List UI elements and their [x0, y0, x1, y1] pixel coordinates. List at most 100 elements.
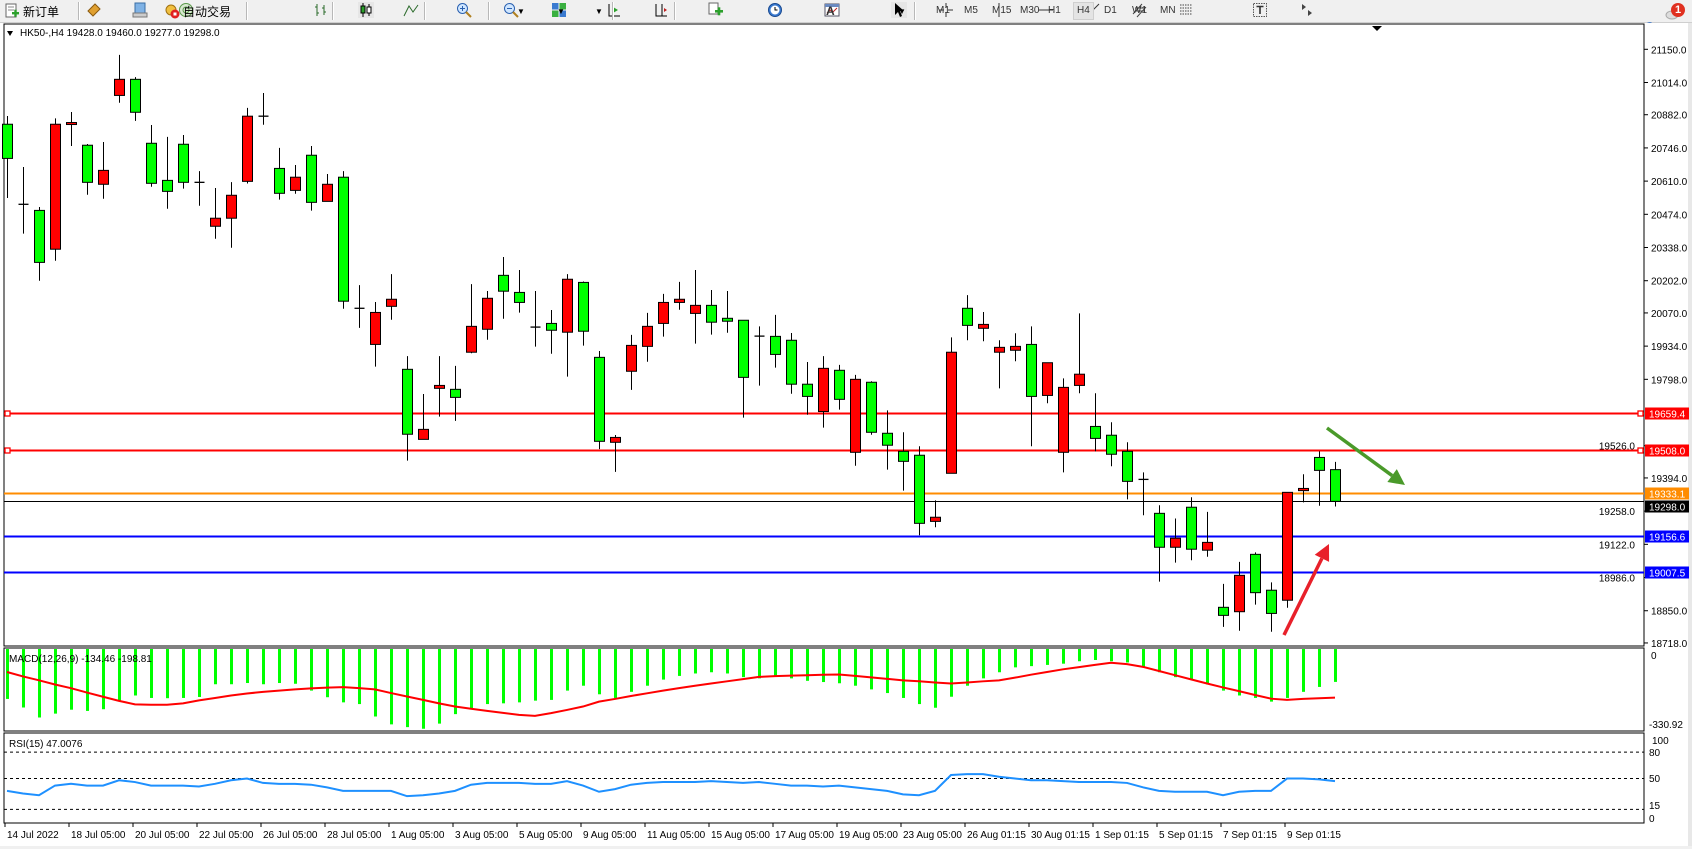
chart-shift-icon[interactable] [653, 2, 669, 18]
price-tick-label: 19798.0 [1651, 375, 1688, 386]
navigator-icon[interactable] [132, 2, 148, 18]
vertical-line-icon[interactable] [991, 2, 1007, 18]
candle-body [178, 143, 189, 183]
price-line-label-bg [1645, 530, 1689, 543]
periods-icon[interactable] [767, 2, 783, 18]
candle-body [770, 335, 781, 355]
macd-pane[interactable] [3, 647, 1645, 732]
horizontal-line-icon[interactable] [1038, 2, 1054, 18]
candle-body [802, 383, 813, 397]
candle [994, 340, 1005, 389]
notifications-button[interactable]: 1 [1664, 2, 1685, 20]
candle [434, 356, 445, 417]
timeframe-w1[interactable]: W1 [1132, 5, 1147, 16]
candle-body [290, 176, 301, 191]
bar-chart-icon[interactable] [313, 2, 329, 18]
line-handle-right[interactable] [1637, 410, 1644, 417]
candle-body [850, 378, 861, 453]
indicators-dropdown-icon[interactable]: ▼ [517, 6, 525, 16]
timeframe-d1[interactable]: D1 [1104, 5, 1117, 16]
main-chart-pane[interactable] [3, 23, 1645, 647]
text-icon[interactable]: A [826, 4, 835, 18]
candle-body [1218, 606, 1229, 616]
candle-body [674, 298, 685, 303]
chart-shift-marker-icon[interactable] [1372, 26, 1382, 31]
candle-body [786, 339, 797, 385]
line-handle-left[interactable] [4, 410, 11, 417]
candle-body [882, 432, 893, 446]
rsi-pane[interactable] [3, 732, 1645, 824]
timeframe-m15[interactable]: M15 [992, 5, 1012, 16]
candle-body [1298, 487, 1309, 492]
candle-body [434, 384, 445, 389]
text-label-icon[interactable] [1252, 2, 1268, 18]
timeframe-m1[interactable]: M1 [936, 5, 950, 16]
candle [178, 134, 189, 189]
arrow-down[interactable] [1325, 426, 1405, 485]
chart-canvas[interactable]: 21150.0 21014.0 20882.0 20746.0 20610.0 20474… [0, 23, 1692, 846]
candle-body [1170, 537, 1181, 548]
time-tick-label: 5 Aug 05:00 [519, 830, 573, 841]
candle [1202, 511, 1213, 557]
candle [18, 166, 29, 234]
candle [1234, 561, 1245, 631]
templates-icon[interactable] [824, 2, 840, 18]
time-tick-label: 9 Sep 01:15 [1287, 830, 1341, 841]
timeframe-m5[interactable]: M5 [964, 5, 978, 16]
chart-window[interactable]: 21150.0 21014.0 20882.0 20746.0 20610.0 20474… [0, 23, 1692, 846]
candle [562, 274, 573, 377]
candle [114, 54, 125, 103]
price-tick-label: 20338.0 [1651, 244, 1688, 255]
auto-trading-button[interactable]: 自动交易 [164, 2, 231, 20]
candle-body [1074, 373, 1085, 386]
timeframe-h4[interactable]: H4 [1073, 2, 1094, 20]
cursor-icon[interactable] [890, 2, 907, 18]
toolbar-separator [488, 2, 490, 20]
periods-dropdown-icon[interactable]: ▼ [557, 6, 565, 16]
zoom-out-icon[interactable] [503, 2, 520, 18]
toolbar-separator [424, 2, 426, 20]
candle-body [706, 304, 717, 323]
timeframe-m30[interactable]: M30 [1020, 5, 1040, 16]
candle [226, 182, 237, 248]
candle [930, 500, 941, 528]
terminal-icon[interactable] [178, 2, 194, 18]
new-order-button[interactable]: 新订单 [4, 2, 59, 20]
arrow-up[interactable] [1282, 544, 1330, 636]
candlestick-icon[interactable] [358, 2, 375, 18]
candle [978, 311, 989, 342]
candle [1186, 497, 1197, 561]
line-handle-right[interactable] [1637, 447, 1644, 454]
zoom-in-icon[interactable] [456, 2, 473, 18]
fibonacci-icon[interactable] [1179, 2, 1195, 18]
candle [1042, 362, 1053, 404]
candle-body [466, 325, 477, 353]
notifications-icon: 1 [1664, 3, 1685, 20]
candle-body [690, 304, 701, 314]
candle [1106, 422, 1117, 467]
chart-header-collapse-icon[interactable] [7, 31, 13, 36]
candle [322, 174, 333, 202]
candle-body [226, 194, 237, 219]
candle-body [130, 78, 141, 113]
candle [34, 206, 45, 281]
timeframe-mn[interactable]: MN [1160, 5, 1176, 16]
price-line-label: 19333.1 [1649, 490, 1686, 501]
candle [690, 269, 701, 344]
line-handle-left[interactable] [4, 447, 11, 454]
market-watch-icon[interactable] [86, 2, 102, 18]
tile-windows-icon[interactable] [551, 2, 567, 18]
arrows-icon[interactable] [1299, 2, 1315, 18]
line-chart-icon[interactable] [403, 2, 419, 18]
candle [466, 284, 477, 354]
indicators-icon[interactable] [708, 2, 724, 18]
arrows-dropdown-icon[interactable]: ▼ [898, 6, 906, 16]
price-tick-label: 20474.0 [1651, 210, 1688, 221]
equidistant-channel-icon[interactable] [1132, 2, 1148, 18]
crosshair-icon[interactable] [938, 2, 954, 18]
candle [786, 332, 797, 394]
candle [1250, 552, 1261, 605]
templates-dropdown-icon[interactable]: ▼ [595, 6, 603, 16]
candle-body [1186, 506, 1197, 550]
timeframe-h1[interactable]: H1 [1048, 5, 1061, 16]
